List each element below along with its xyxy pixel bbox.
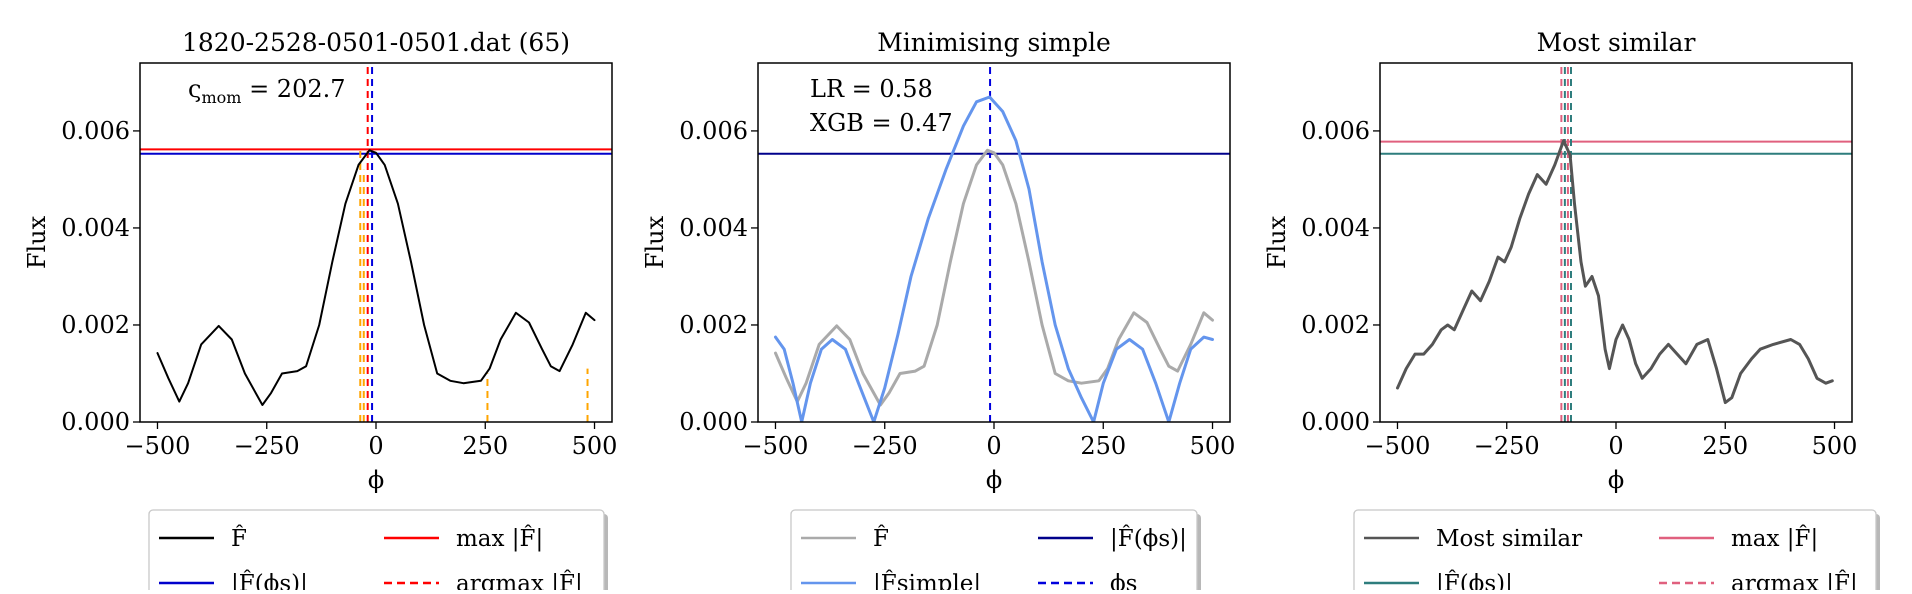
series-line-fsimple <box>774 95 1214 422</box>
y-tick-label: 0.000 <box>1301 408 1370 436</box>
annotation-subscript: mom <box>201 88 241 107</box>
axes-frame <box>139 62 613 423</box>
legend-label: |F̂(ϕs)| <box>1110 526 1187 552</box>
y-tick-label: 0.006 <box>61 117 130 145</box>
x-tick-label: 500 <box>1190 432 1236 460</box>
axes-frame <box>1379 62 1853 423</box>
x-axis-label: ϕ <box>368 466 384 494</box>
legend-label: F̂ <box>873 526 889 552</box>
x-tick-label: 250 <box>462 432 508 460</box>
y-tick-label: 0.004 <box>61 214 130 242</box>
x-tick-label: −250 <box>1474 432 1540 460</box>
annotation-smom: ςmom = 202.7 <box>188 75 346 107</box>
annotation-text: LR = 0.58 <box>810 75 933 103</box>
y-tick-label: 0.002 <box>61 311 130 339</box>
y-tick-label: 0.006 <box>1301 117 1370 145</box>
x-axis-label: ϕ <box>986 466 1002 494</box>
y-tick-label: 0.000 <box>61 408 130 436</box>
x-tick-label: 0 <box>368 432 383 460</box>
x-tick-label: −500 <box>125 432 191 460</box>
y-tick-label: 0.000 <box>679 408 748 436</box>
x-tick-label: 0 <box>1608 432 1623 460</box>
series-line-fhat <box>774 148 1214 407</box>
y-tick-label: 0.004 <box>679 214 748 242</box>
chart-panel-2: −500 −250 0 250 500 0.000 0.002 0.004 0.006 Minim… <box>641 28 1236 594</box>
x-tick-label: −250 <box>234 432 300 460</box>
chart-title: Most similar <box>1537 28 1696 57</box>
annotation-text: XGB = 0.47 <box>810 109 953 137</box>
legend-box <box>1353 509 1877 594</box>
legend-label: |F̂simple| <box>873 571 981 590</box>
legend-label: |F̂(ϕs)| <box>1436 571 1513 590</box>
y-axis-label: Flux <box>1263 215 1291 269</box>
series-line-similar <box>1396 139 1834 405</box>
x-tick-label: 500 <box>1812 432 1858 460</box>
legend-label: Most similar <box>1436 526 1582 552</box>
chart-title: 1820-2528-0501-0501.dat (65) <box>182 28 570 57</box>
y-tick-label: 0.006 <box>679 117 748 145</box>
legend-box <box>790 509 1198 594</box>
plot-area <box>140 63 612 422</box>
chart-panel-1: −500 −250 0 250 500 0.000 0.002 0.004 0.006 1820-… <box>23 28 618 594</box>
annotation-value: = 202.7 <box>241 75 345 103</box>
plot-area <box>1380 63 1852 422</box>
y-tick-label: 0.004 <box>1301 214 1370 242</box>
x-tick-label: −250 <box>852 432 918 460</box>
y-axis-label: Flux <box>641 215 669 269</box>
y-tick-label: 0.002 <box>679 311 748 339</box>
x-tick-label: 250 <box>1080 432 1126 460</box>
y-tick-label: 0.002 <box>1301 311 1370 339</box>
legend-label: argmax |F̂| <box>1731 571 1858 590</box>
legend-label: ϕs <box>1110 571 1137 590</box>
x-tick-label: −500 <box>743 432 809 460</box>
legend: F̂ max |F̂| |F̂(ϕs)| argmax |F̂| <box>148 509 608 594</box>
legend: Most similar max |F̂| |F̂(ϕs)| argmax |F̂| <box>1353 509 1880 594</box>
legend-box <box>148 509 605 594</box>
legend-label: max |F̂| <box>1731 526 1818 552</box>
x-tick-label: 0 <box>986 432 1001 460</box>
legend-label: max |F̂| <box>456 526 543 552</box>
legend-label: F̂ <box>231 526 247 552</box>
x-tick-label: 500 <box>572 432 618 460</box>
legend: F̂ |F̂(ϕs)| |F̂simple| ϕs <box>790 509 1201 594</box>
x-axis-label: ϕ <box>1608 466 1624 494</box>
chart-title: Minimising simple <box>877 28 1111 57</box>
x-tick-label: 250 <box>1702 432 1748 460</box>
y-axis-label: Flux <box>23 215 51 269</box>
series-line-fhat <box>156 149 596 406</box>
chart-panel-3: −500 −250 0 250 500 0.000 0.002 0.004 0.006 Most … <box>1263 28 1880 594</box>
x-tick-label: −500 <box>1365 432 1431 460</box>
legend-label: argmax |F̂| <box>456 571 583 590</box>
annotation-symbol: ς <box>188 75 201 103</box>
plot-area <box>758 63 1230 422</box>
legend-label: |F̂(ϕs)| <box>231 571 308 590</box>
